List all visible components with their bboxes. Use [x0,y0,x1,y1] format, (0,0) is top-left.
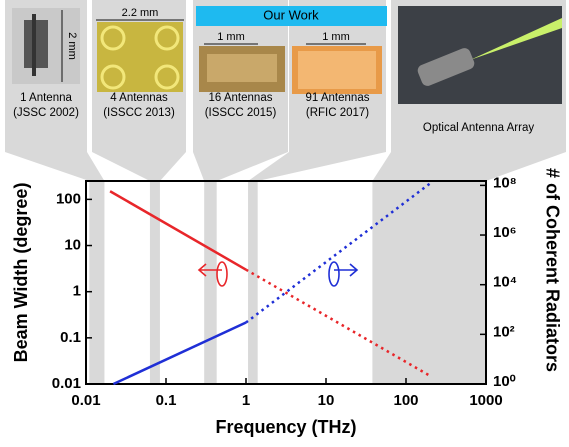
y-tick-label: 0.01 [52,375,81,392]
panel-caption: 91 Antennas [306,92,370,104]
panel-caption: 1 Antenna [20,92,72,104]
y2-tick-label: 10⁴ [493,274,517,291]
chart: Our Work 1 Antenna (JSSC 2002) 4 Antennas (… [0,0,569,442]
annotation-ellipse [329,262,339,286]
band [372,181,486,384]
panel-caption: Optical Antenna Array [423,122,534,134]
panel-caption: (JSSC 2002) [13,107,79,119]
band [248,181,258,384]
y2-tick-label: 10⁶ [493,224,517,241]
x-tick-label: 0.01 [71,392,100,409]
panel-caption: 16 Antennas [209,92,273,104]
series-line [110,191,246,269]
x-tick-label: 1 [242,392,250,409]
series-line [113,322,246,384]
y-tick-label: 10 [64,236,81,253]
x-tick-label: 1000 [469,392,502,409]
band [150,181,160,384]
our-work-label: Our Work [263,7,319,22]
photo [398,6,562,104]
y-tick-label: 1 [73,283,81,300]
scale-label: 2 mm [66,32,78,60]
y2-axis-title: # of Coherent Radiators [542,168,562,372]
band [89,181,104,384]
annotation [199,262,357,286]
y2-tick-label: 10⁸ [493,174,517,191]
scale-label: 1 mm [217,31,245,43]
scale-label: 2.2 mm [122,7,159,19]
panel-caption: 4 Antennas [110,92,168,104]
band [204,181,217,384]
y-tick-label: 0.1 [60,329,81,346]
annotation-ellipse [217,262,227,286]
x-axis-title: Frequency (THz) [215,417,356,437]
y-axis-title: Beam Width (degree) [11,183,31,363]
x-tick-label: 0.1 [156,392,177,409]
photo-chip [32,14,36,76]
y2-tick-label: 10⁰ [493,373,516,390]
photo-detail [298,51,376,89]
photo [97,22,183,92]
x-tick-label: 100 [393,392,418,409]
plot-layer: 0.01 0.1 1 10 100 1000 0.01 0.1 1 10 100 10⁰ 10² 10⁴ 1… [11,168,563,437]
photo-detail [207,54,277,82]
y2-tick-label: 10² [493,323,515,340]
panel-caption: (ISSCC 2013) [103,107,175,119]
x-tick-label: 10 [318,392,335,409]
panel-caption: (RFIC 2017) [306,107,369,119]
y-tick-label: 100 [56,190,81,207]
panel-caption: (ISSCC 2015) [205,107,277,119]
scale-label: 1 mm [322,31,350,43]
